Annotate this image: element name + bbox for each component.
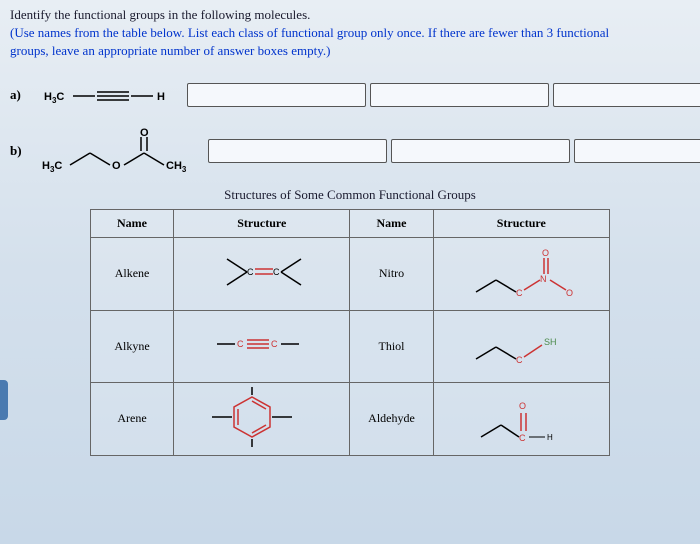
- svg-text:O: O: [566, 288, 573, 298]
- nitro-label: Nitro: [350, 237, 433, 310]
- svg-text:O: O: [542, 248, 549, 258]
- aldehyde-label: Aldehyde: [350, 382, 433, 455]
- table-row: Arene Aldehyde C: [91, 382, 610, 455]
- header-name1: Name: [91, 209, 174, 237]
- table-header-row: Name Structure Name Structure: [91, 209, 610, 237]
- question-line1: Identify the functional groups in the fo…: [10, 7, 310, 22]
- table-row: Alkene C C Nitro C: [91, 237, 610, 310]
- table-title: Structures of Some Common Functional Gro…: [10, 187, 690, 203]
- aldehyde-structure: C O H: [433, 382, 609, 455]
- worksheet-page: Identify the functional groups in the fo…: [0, 0, 700, 462]
- answer-b3[interactable]: [574, 139, 700, 163]
- question-line3: groups, leave an appropriate number of a…: [10, 43, 330, 58]
- o-text: O: [112, 160, 121, 172]
- svg-text:O: O: [519, 401, 526, 411]
- answer-a3[interactable]: [553, 83, 700, 107]
- h3c-b-text: H3C: [42, 160, 62, 174]
- svg-text:C: C: [237, 339, 244, 349]
- alkyne-structure: H3C H: [39, 80, 179, 110]
- table-row: Alkyne C C Thiol C: [91, 310, 610, 382]
- part-a-answers: [187, 83, 700, 107]
- nitro-structure: C N O O: [433, 237, 609, 310]
- molecule-a: H3C H: [29, 71, 179, 119]
- part-b-label: b): [10, 143, 22, 159]
- svg-text:C: C: [519, 433, 526, 443]
- svg-text:N: N: [540, 274, 547, 284]
- answer-b2[interactable]: [391, 139, 570, 163]
- answer-b1[interactable]: [208, 139, 387, 163]
- header-structure2: Structure: [433, 209, 609, 237]
- h-text: H: [157, 91, 165, 103]
- thiol-structure: C SH: [433, 310, 609, 382]
- svg-text:H: H: [547, 433, 553, 442]
- part-a-label: a): [10, 87, 21, 103]
- svg-text:C: C: [271, 339, 278, 349]
- answer-a2[interactable]: [370, 83, 549, 107]
- alkene-label: Alkene: [91, 237, 174, 310]
- part-b-row: b) H3C O O CH3: [10, 127, 690, 175]
- part-a-row: a) H3C H: [10, 71, 690, 119]
- ester-structure: H3C O O CH3: [40, 127, 200, 175]
- scrollbar-thumb[interactable]: [0, 380, 8, 420]
- header-name2: Name: [350, 209, 433, 237]
- svg-text:C: C: [516, 288, 523, 298]
- alkyne-structure-cell: C C: [174, 310, 350, 382]
- functional-groups-table: Name Structure Name Structure Alkene C C…: [90, 209, 610, 456]
- svg-text:SH: SH: [544, 337, 557, 347]
- thiol-label: Thiol: [350, 310, 433, 382]
- alkene-structure: C C: [174, 237, 350, 310]
- answer-a1[interactable]: [187, 83, 366, 107]
- header-structure1: Structure: [174, 209, 350, 237]
- molecule-b: H3C O O CH3: [30, 127, 200, 175]
- svg-text:C: C: [273, 267, 280, 277]
- o2-text: O: [140, 127, 149, 139]
- ch3-text: CH3: [166, 160, 187, 174]
- question-line2: (Use names from the table below. List ea…: [10, 25, 609, 40]
- part-b-answers: [208, 139, 700, 163]
- alkyne-label: Alkyne: [91, 310, 174, 382]
- arene-structure: [174, 382, 350, 455]
- question-text: Identify the functional groups in the fo…: [10, 6, 690, 61]
- svg-text:C: C: [516, 355, 523, 365]
- h3c-text: H3C: [44, 91, 64, 105]
- svg-text:C: C: [247, 267, 254, 277]
- arene-label: Arene: [91, 382, 174, 455]
